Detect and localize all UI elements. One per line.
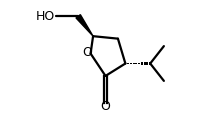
Text: O: O	[101, 100, 110, 114]
Polygon shape	[76, 15, 93, 36]
Text: HO: HO	[35, 10, 55, 23]
Text: O: O	[82, 46, 92, 59]
